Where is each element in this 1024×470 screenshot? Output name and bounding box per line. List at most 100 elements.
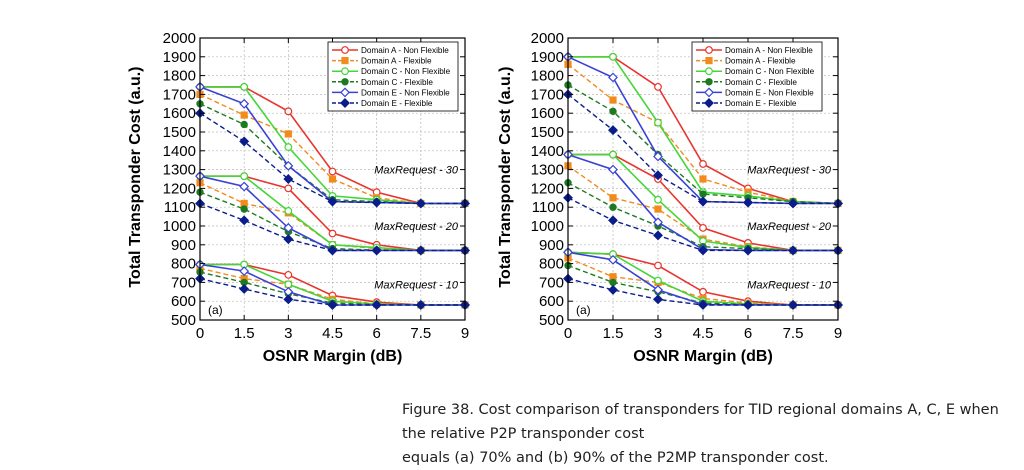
legend-entry: Domain A - Flexible xyxy=(725,57,796,66)
data-point xyxy=(239,215,250,226)
legend-entry: Domain E - Non Flexible xyxy=(361,88,450,97)
x-tick-label: 7.5 xyxy=(410,325,431,342)
y-tick-label: 600 xyxy=(171,293,196,310)
y-axis-label: Total Transponder Cost (a.u.) xyxy=(497,66,514,287)
data-point xyxy=(788,245,798,256)
data-point xyxy=(240,205,248,213)
panel-label: (a) xyxy=(576,303,591,317)
data-point xyxy=(743,197,753,208)
data-point xyxy=(341,67,349,76)
legend-entry: Domain E - Flexible xyxy=(725,99,797,108)
y-tick-label: 1700 xyxy=(531,86,564,103)
y-tick-label: 1600 xyxy=(531,105,564,122)
y-tick-label: 1900 xyxy=(531,49,564,66)
x-axis-label: OSNR Margin (dB) xyxy=(633,348,773,365)
data-point xyxy=(609,203,617,211)
data-point xyxy=(284,107,293,116)
data-point xyxy=(283,294,294,305)
data-point xyxy=(327,245,338,256)
y-tick-label: 1000 xyxy=(531,218,564,235)
y-tick-label: 2000 xyxy=(531,30,564,47)
figure-caption: Figure 38. Cost comparison of transponde… xyxy=(402,398,1002,470)
data-point xyxy=(654,261,662,270)
y-tick-label: 500 xyxy=(171,312,196,329)
series-6 xyxy=(563,89,843,310)
y-tick-label: 700 xyxy=(171,274,196,291)
data-point xyxy=(704,87,714,98)
y-tick-label: 1900 xyxy=(163,49,196,66)
data-point xyxy=(704,98,714,108)
y-tick-label: 1300 xyxy=(163,162,196,179)
data-point xyxy=(653,151,663,162)
data-point xyxy=(654,82,662,91)
y-tick-label: 900 xyxy=(171,237,196,254)
data-point xyxy=(653,170,663,181)
data-point xyxy=(341,78,349,86)
y-tick-label: 800 xyxy=(171,256,196,273)
data-point xyxy=(240,172,249,181)
data-point xyxy=(341,56,349,65)
y-tick-label: 1800 xyxy=(163,68,196,85)
data-point xyxy=(283,160,294,171)
y-tick-label: 1700 xyxy=(163,86,196,103)
x-tick-label: 7.5 xyxy=(783,325,804,342)
data-point xyxy=(653,230,663,241)
data-point xyxy=(699,223,707,232)
data-point xyxy=(609,194,617,202)
data-point xyxy=(340,98,350,108)
x-tick-label: 3 xyxy=(284,325,292,342)
y-tick-label: 700 xyxy=(539,274,564,291)
data-point xyxy=(608,164,618,175)
y-tick-label: 1000 xyxy=(163,218,196,235)
legend-entry: Domain A - Non Flexible xyxy=(361,46,449,55)
data-point xyxy=(240,120,248,129)
data-point xyxy=(371,245,382,256)
x-tick-label: 1.5 xyxy=(603,325,624,342)
data-point xyxy=(654,205,662,213)
x-tick-label: 4.5 xyxy=(322,325,343,342)
x-tick-label: 6 xyxy=(372,325,380,342)
x-tick-label: 3 xyxy=(654,325,662,342)
data-point xyxy=(284,143,293,151)
data-point xyxy=(328,167,337,176)
data-point xyxy=(609,278,617,287)
data-point xyxy=(609,96,617,104)
annotation-label: MaxRequest - 20 xyxy=(747,221,832,233)
data-point xyxy=(608,215,618,226)
data-point xyxy=(608,72,618,83)
data-point xyxy=(240,111,248,119)
y-tick-label: 1300 xyxy=(531,162,564,179)
data-point xyxy=(743,245,753,256)
data-point xyxy=(284,130,292,138)
data-point xyxy=(698,196,708,207)
y-tick-label: 1400 xyxy=(531,143,564,160)
annotation-label: MaxRequest - 10 xyxy=(747,279,832,291)
caption-line-1: Figure 38. Cost comparison of transponde… xyxy=(402,402,999,442)
x-tick-label: 0 xyxy=(196,325,204,342)
data-point xyxy=(653,284,663,295)
y-tick-label: 1100 xyxy=(164,199,196,216)
data-point xyxy=(608,284,618,295)
data-point xyxy=(340,87,350,98)
data-point xyxy=(705,46,713,54)
legend-box xyxy=(327,41,459,112)
data-point xyxy=(371,197,382,208)
y-tick-label: 1500 xyxy=(531,124,564,141)
annotation-label: MaxRequest - 30 xyxy=(374,165,459,177)
data-point xyxy=(653,294,663,305)
x-tick-label: 6 xyxy=(744,325,752,342)
y-tick-label: 1200 xyxy=(531,180,564,197)
y-tick-label: 1200 xyxy=(163,180,196,197)
data-point xyxy=(653,217,663,228)
data-point xyxy=(283,234,294,245)
data-point xyxy=(699,287,707,296)
legend-entry: Domain C - Flexible xyxy=(725,78,797,87)
data-point xyxy=(284,280,293,289)
data-point xyxy=(698,300,708,310)
data-point xyxy=(284,207,293,215)
data-point xyxy=(698,245,708,256)
y-tick-label: 2000 xyxy=(163,30,196,47)
